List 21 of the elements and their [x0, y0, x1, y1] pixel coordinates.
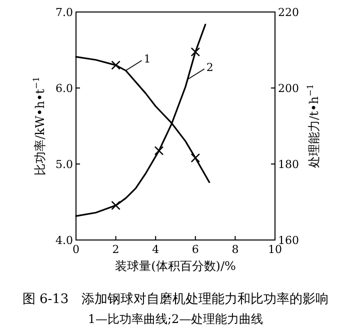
y2-tick-label: 180 — [278, 158, 299, 171]
y2-tick-label: 200 — [278, 82, 299, 95]
y-tick-label: 4.0 — [56, 234, 73, 247]
x-tick-label: 2 — [112, 243, 120, 256]
x-tick-label: 4 — [152, 243, 160, 256]
y2-tick-label: 220 — [278, 6, 299, 19]
point — [190, 47, 200, 57]
annotation: 1 — [144, 52, 151, 66]
y-tick-label: 7.0 — [56, 6, 73, 19]
x-tick-label: 6 — [192, 243, 199, 256]
x-axis-title: 装球量(体积百分数)/% — [115, 259, 236, 273]
text: 1—比功率曲线;2—处理能力曲线 — [88, 312, 264, 326]
point — [154, 146, 164, 156]
y-tick-label: 5.0 — [56, 158, 73, 171]
x-tick-label: 8 — [232, 243, 239, 256]
y-tick-label: 6.0 — [56, 82, 73, 95]
point — [111, 200, 120, 210]
x-tick-label: 10 — [268, 243, 282, 256]
annotation: 2 — [206, 60, 214, 74]
x-tick-label: 0 — [72, 243, 80, 256]
text: 图 6-13 添加钢球对自磨机处理能力和比功率的影响 — [22, 291, 329, 307]
